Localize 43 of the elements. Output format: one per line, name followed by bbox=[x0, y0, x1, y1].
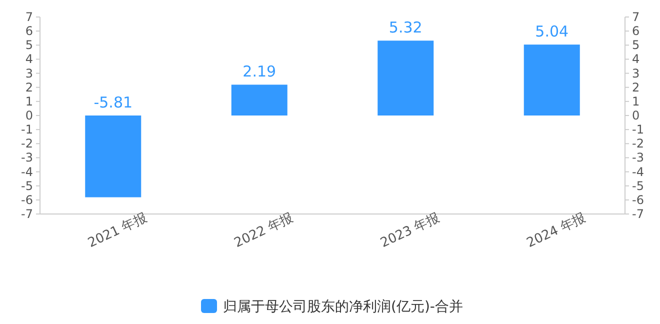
y2-tick-label: 5 bbox=[632, 38, 640, 52]
y-tick-label: -4 bbox=[21, 164, 33, 179]
y2-tick-label: 2 bbox=[632, 80, 640, 94]
bar bbox=[85, 116, 142, 198]
y-tick-label: -7 bbox=[21, 207, 33, 221]
bar bbox=[524, 44, 580, 116]
y2-tick-label: 7 bbox=[632, 10, 640, 24]
y-tick-label: -5 bbox=[21, 178, 33, 193]
x-tick-label: 2023 年报 bbox=[378, 210, 442, 251]
y2-tick-label: -5 bbox=[632, 178, 644, 193]
y2-tick-label: -7 bbox=[632, 207, 644, 221]
x-tick-label: 2022 年报 bbox=[232, 210, 296, 251]
y2-tick-label: 3 bbox=[632, 66, 640, 80]
bar bbox=[378, 40, 434, 116]
y2-tick-label: -3 bbox=[632, 150, 644, 165]
y-tick-label: 3 bbox=[25, 66, 33, 80]
y-tick-label: 4 bbox=[25, 52, 33, 66]
data-label: 5.32 bbox=[388, 18, 422, 37]
y-tick-label: 6 bbox=[25, 24, 33, 38]
y-tick-label: 0 bbox=[25, 108, 33, 122]
data-label: 5.04 bbox=[535, 22, 569, 41]
x-tick-label: 2021 年报 bbox=[86, 210, 150, 251]
y2-tick-label: -4 bbox=[632, 164, 644, 179]
y-tick-label: -3 bbox=[21, 150, 33, 165]
data-label: 2.19 bbox=[242, 62, 276, 81]
y2-tick-label: 4 bbox=[632, 52, 640, 66]
x-tick-label: 2024 年报 bbox=[524, 210, 588, 251]
y2-tick-label: 1 bbox=[632, 94, 640, 108]
y2-tick-label: -6 bbox=[632, 192, 644, 207]
y2-tick-label: 6 bbox=[632, 24, 640, 38]
y-tick-label: 1 bbox=[25, 94, 33, 108]
legend-label: 归属于母公司股东的净利润(亿元)-合并 bbox=[223, 299, 463, 315]
bar bbox=[231, 84, 288, 116]
y-tick-label: 5 bbox=[25, 38, 33, 52]
y2-tick-label: -1 bbox=[632, 122, 644, 137]
y2-tick-label: -2 bbox=[632, 136, 644, 151]
y-tick-label: -6 bbox=[21, 192, 33, 207]
y-tick-label: 7 bbox=[25, 10, 33, 24]
y-tick-label: -1 bbox=[21, 122, 33, 137]
y-tick-label: 2 bbox=[25, 80, 33, 94]
y2-tick-label: 0 bbox=[632, 108, 640, 122]
y-tick-label: -2 bbox=[21, 136, 33, 151]
data-label: -5.81 bbox=[94, 94, 133, 112]
